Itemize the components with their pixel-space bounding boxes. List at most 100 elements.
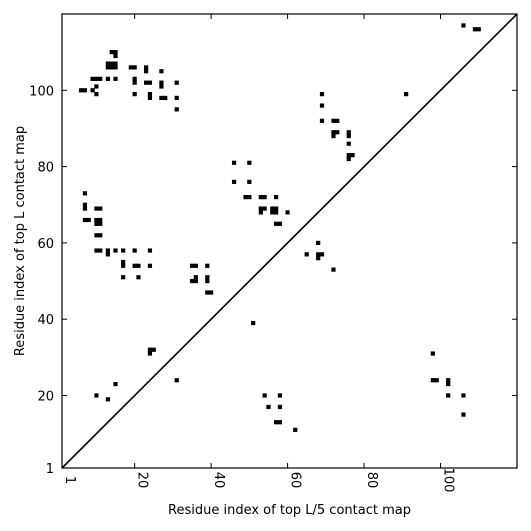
- x-tick-label: 60: [288, 472, 303, 489]
- x-tick-label: 20: [135, 472, 150, 489]
- plot-frame: [61, 13, 518, 469]
- contact-point: [346, 133, 351, 139]
- contact-point: [94, 206, 99, 211]
- y-tick-label: 1: [46, 462, 54, 477]
- contact-point: [472, 27, 478, 32]
- diagonal-line: [61, 13, 518, 469]
- contact-point: [205, 275, 210, 280]
- x-axis-label: Residue index of top L/5 contact map: [168, 503, 411, 518]
- contact-point: [277, 221, 283, 226]
- contact-point: [132, 92, 137, 97]
- contact-point: [98, 248, 103, 253]
- contact-point: [147, 248, 153, 253]
- contact-point: [105, 252, 110, 257]
- x-tick-label: 80: [364, 472, 379, 489]
- contact-point: [316, 240, 321, 246]
- x-tick-label: 1: [62, 476, 77, 484]
- contact-point: [94, 221, 99, 226]
- contact-point: [82, 206, 88, 211]
- contact-point: [136, 263, 141, 268]
- contact-point: [113, 381, 118, 387]
- contact-point: [90, 88, 95, 93]
- contact-point: [346, 156, 351, 162]
- contact-point: [94, 233, 99, 238]
- contact-point: [174, 378, 179, 383]
- contact-point: [316, 252, 321, 257]
- contact-point: [262, 206, 267, 211]
- contact-point: [147, 95, 153, 101]
- contact-point: [98, 217, 103, 223]
- contact-point: [346, 141, 351, 146]
- contact-point: [98, 206, 103, 211]
- contact-point: [346, 130, 351, 135]
- contact-point: [446, 381, 451, 387]
- contact-point: [209, 290, 214, 295]
- contact-point: [350, 153, 355, 158]
- x-tick-label: 40: [211, 472, 226, 489]
- contact-point: [121, 263, 126, 268]
- contact-point: [94, 84, 99, 89]
- contact-point: [98, 221, 103, 226]
- contact-point: [335, 118, 340, 123]
- contact-point: [434, 378, 439, 383]
- contact-point: [109, 61, 114, 66]
- contact-point: [293, 427, 298, 432]
- contact-point: [147, 92, 153, 97]
- contact-point: [144, 80, 149, 85]
- contact-point: [98, 233, 103, 238]
- contact-point: [262, 393, 267, 398]
- contact-point: [174, 80, 179, 85]
- contact-point: [159, 69, 164, 74]
- contact-point: [285, 210, 290, 215]
- contact-point: [113, 248, 118, 253]
- contact-point: [132, 65, 137, 70]
- contact-point: [113, 61, 118, 66]
- contact-point: [94, 76, 99, 81]
- contact-point: [121, 259, 126, 265]
- contact-point: [277, 404, 283, 410]
- contact-point: [109, 65, 114, 70]
- contact-point: [476, 27, 481, 32]
- contact-point: [174, 107, 179, 112]
- contact-point: [132, 263, 137, 268]
- contact-point: [243, 195, 248, 200]
- contact-point: [136, 275, 141, 280]
- contact-point: [274, 195, 279, 200]
- contact-point: [144, 65, 149, 70]
- contact-point: [151, 347, 156, 352]
- contact-point: [277, 393, 283, 398]
- contact-point: [94, 248, 99, 253]
- contact-point: [163, 95, 168, 101]
- contact-point: [144, 69, 149, 74]
- contact-point: [147, 263, 153, 268]
- contact-point: [258, 210, 263, 215]
- contact-point: [331, 133, 336, 139]
- y-axis-label: Residue index of top L contact map: [13, 126, 28, 356]
- contact-point: [266, 404, 271, 410]
- contact-point: [159, 95, 164, 101]
- contact-point: [316, 256, 321, 261]
- contact-point: [132, 76, 137, 81]
- contact-point: [274, 221, 279, 226]
- contact-point: [159, 84, 164, 89]
- contact-point: [404, 92, 409, 97]
- contact-point: [132, 80, 137, 85]
- contact-point: [258, 206, 263, 211]
- contact-point: [189, 278, 195, 284]
- y-tick-label: 80: [37, 161, 54, 176]
- contact-point: [132, 248, 137, 253]
- contact-point: [430, 378, 435, 383]
- contact-point: [304, 252, 309, 257]
- contact-point: [193, 263, 198, 268]
- contact-point: [94, 92, 99, 97]
- contact-point: [430, 351, 435, 356]
- y-tick-label: 20: [37, 390, 54, 405]
- contact-point: [231, 160, 237, 165]
- x-tick-label: 100: [441, 468, 456, 493]
- contact-point: [113, 65, 118, 70]
- contact-point: [277, 420, 283, 425]
- contact-point: [105, 65, 110, 70]
- contact-point: [205, 263, 210, 268]
